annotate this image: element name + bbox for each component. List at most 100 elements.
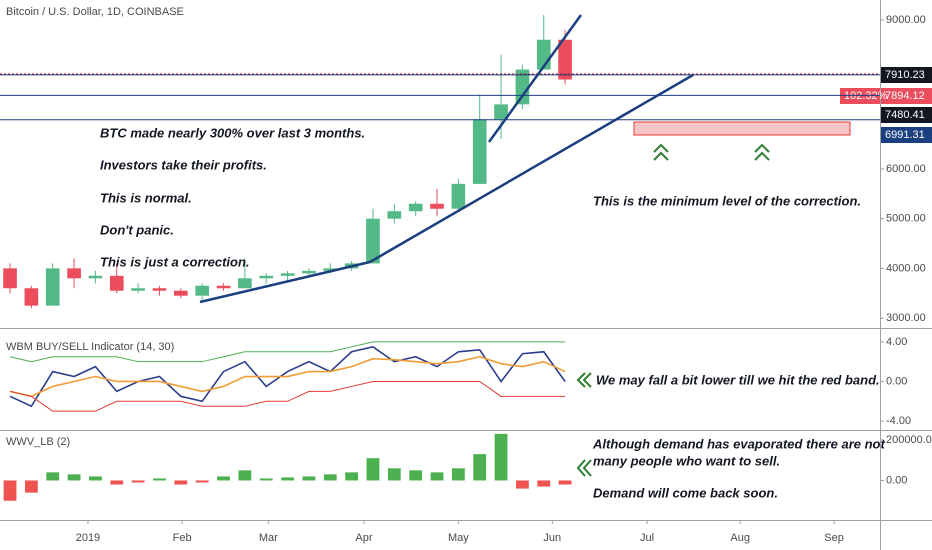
price-label: 7480.41: [885, 109, 925, 121]
candle-body: [3, 268, 17, 289]
volume-bar: [3, 480, 17, 501]
candle-body: [173, 290, 188, 296]
trend-line: [199, 260, 371, 304]
candle-body: [408, 203, 423, 212]
price-label: 7894.12: [885, 90, 925, 102]
volume-bar: [537, 480, 551, 487]
annotation: Investors take their profits.: [100, 157, 267, 172]
candle-body: [494, 104, 508, 120]
x-tick-label: Apr: [355, 532, 372, 544]
up-arrows: [653, 143, 770, 161]
volume-bar: [46, 472, 60, 481]
volume-bar: [558, 480, 572, 485]
volume-bar: [89, 476, 102, 481]
candle-body: [451, 183, 466, 209]
volume-bar: [67, 474, 81, 481]
annotation: Demand will come back soon.: [593, 485, 778, 500]
x-tick-label: Jul: [640, 532, 654, 544]
y-tick-label: 5000.00: [886, 213, 926, 225]
indicator-line: [9, 380, 566, 412]
x-tick-label: May: [448, 532, 469, 544]
annotation: This is the minimum level of the correct…: [593, 193, 861, 208]
panel-title: WBM BUY/SELL Indicator (14, 30): [6, 341, 174, 353]
volume-bar: [238, 470, 252, 481]
x-tick-label: Aug: [730, 532, 750, 544]
candle-body: [323, 268, 338, 271]
annotation: This is just a correction.: [100, 254, 250, 269]
x-tick-label: Jun: [543, 532, 561, 544]
left-arrows: [576, 372, 592, 477]
candle-body: [67, 268, 81, 279]
volume-bar: [302, 476, 316, 481]
x-tick-label: 2019: [76, 532, 100, 544]
candle-body: [24, 288, 39, 306]
y-tick-label: 200000.00: [886, 434, 932, 446]
y-tick-label: 6000.00: [886, 163, 926, 175]
candle-body: [387, 211, 402, 219]
price-badge: [881, 88, 932, 104]
candle-body: [109, 275, 124, 291]
annotation: We may fall a bit lower till we hit the …: [596, 372, 880, 387]
candle-body: [195, 285, 210, 296]
volume-bar: [409, 470, 423, 481]
indicator-line: [9, 341, 566, 363]
volume-bar: [323, 474, 337, 481]
volume-bar: [281, 477, 294, 481]
x-tick-label: Feb: [173, 532, 192, 544]
volume-bar: [174, 480, 188, 485]
candle-body: [366, 218, 380, 264]
candle-body: [302, 270, 316, 274]
candle-body: [216, 285, 231, 289]
indicator-line: [9, 345, 566, 408]
candle-body: [558, 39, 572, 80]
y-tick-label: 4000.00: [886, 262, 926, 274]
candle-body: [430, 203, 444, 209]
target-band: [633, 121, 851, 136]
price-badge: [881, 107, 932, 123]
x-tick-label: Mar: [259, 532, 278, 544]
change-badge: [840, 88, 880, 104]
annotation: This is normal.: [100, 190, 192, 205]
candle-body: [259, 275, 274, 279]
y-tick-label: 0.00: [886, 375, 907, 387]
indicator-line: [9, 355, 566, 398]
price-badge: [881, 67, 932, 83]
y-tick-label: 9000.00: [886, 14, 926, 26]
candle-body: [88, 275, 103, 279]
volume-bar: [153, 478, 166, 481]
trend-line: [369, 73, 694, 264]
volume-bar: [195, 480, 209, 483]
volume-bar: [516, 480, 529, 489]
y-tick-label: 4.00: [886, 336, 907, 348]
x-tick-label: Sep: [824, 532, 844, 544]
annotation: Although demand has evaporated there are…: [592, 436, 885, 451]
volume-bar: [259, 478, 273, 481]
annotation: many people who want to sell.: [593, 453, 780, 468]
y-tick-label: -4.00: [886, 415, 911, 427]
volume-bar: [24, 480, 38, 493]
annotation: Don't panic.: [100, 222, 174, 237]
volume-bar: [473, 454, 487, 481]
chart-title: Bitcoin / U.S. Dollar, 1D, COINBASE: [6, 6, 184, 18]
candle-body: [131, 288, 145, 291]
candle-body: [45, 268, 60, 306]
annotation: BTC made nearly 300% over last 3 months.: [100, 125, 365, 140]
volume-bar: [345, 472, 359, 481]
volume-bar: [366, 458, 380, 481]
y-tick-label: 0.00: [886, 474, 907, 486]
price-label: 7910.23: [885, 69, 925, 81]
marks: 3000.00 4000.00 5000.00 6000.00 9000.00 4.00 0…: [0, 14, 932, 544]
trend-line: [487, 14, 583, 143]
change-label: 102.32%: [844, 90, 888, 102]
candle-body: [238, 278, 252, 289]
candle-body: [280, 273, 295, 276]
volume-bar: [451, 468, 465, 481]
volume-bar: [430, 472, 444, 481]
candle-body: [472, 119, 487, 184]
volume-bar: [217, 476, 230, 481]
price-label: 6991.31: [885, 129, 925, 141]
volume-bar: [131, 480, 145, 483]
price-badge: [881, 127, 932, 143]
